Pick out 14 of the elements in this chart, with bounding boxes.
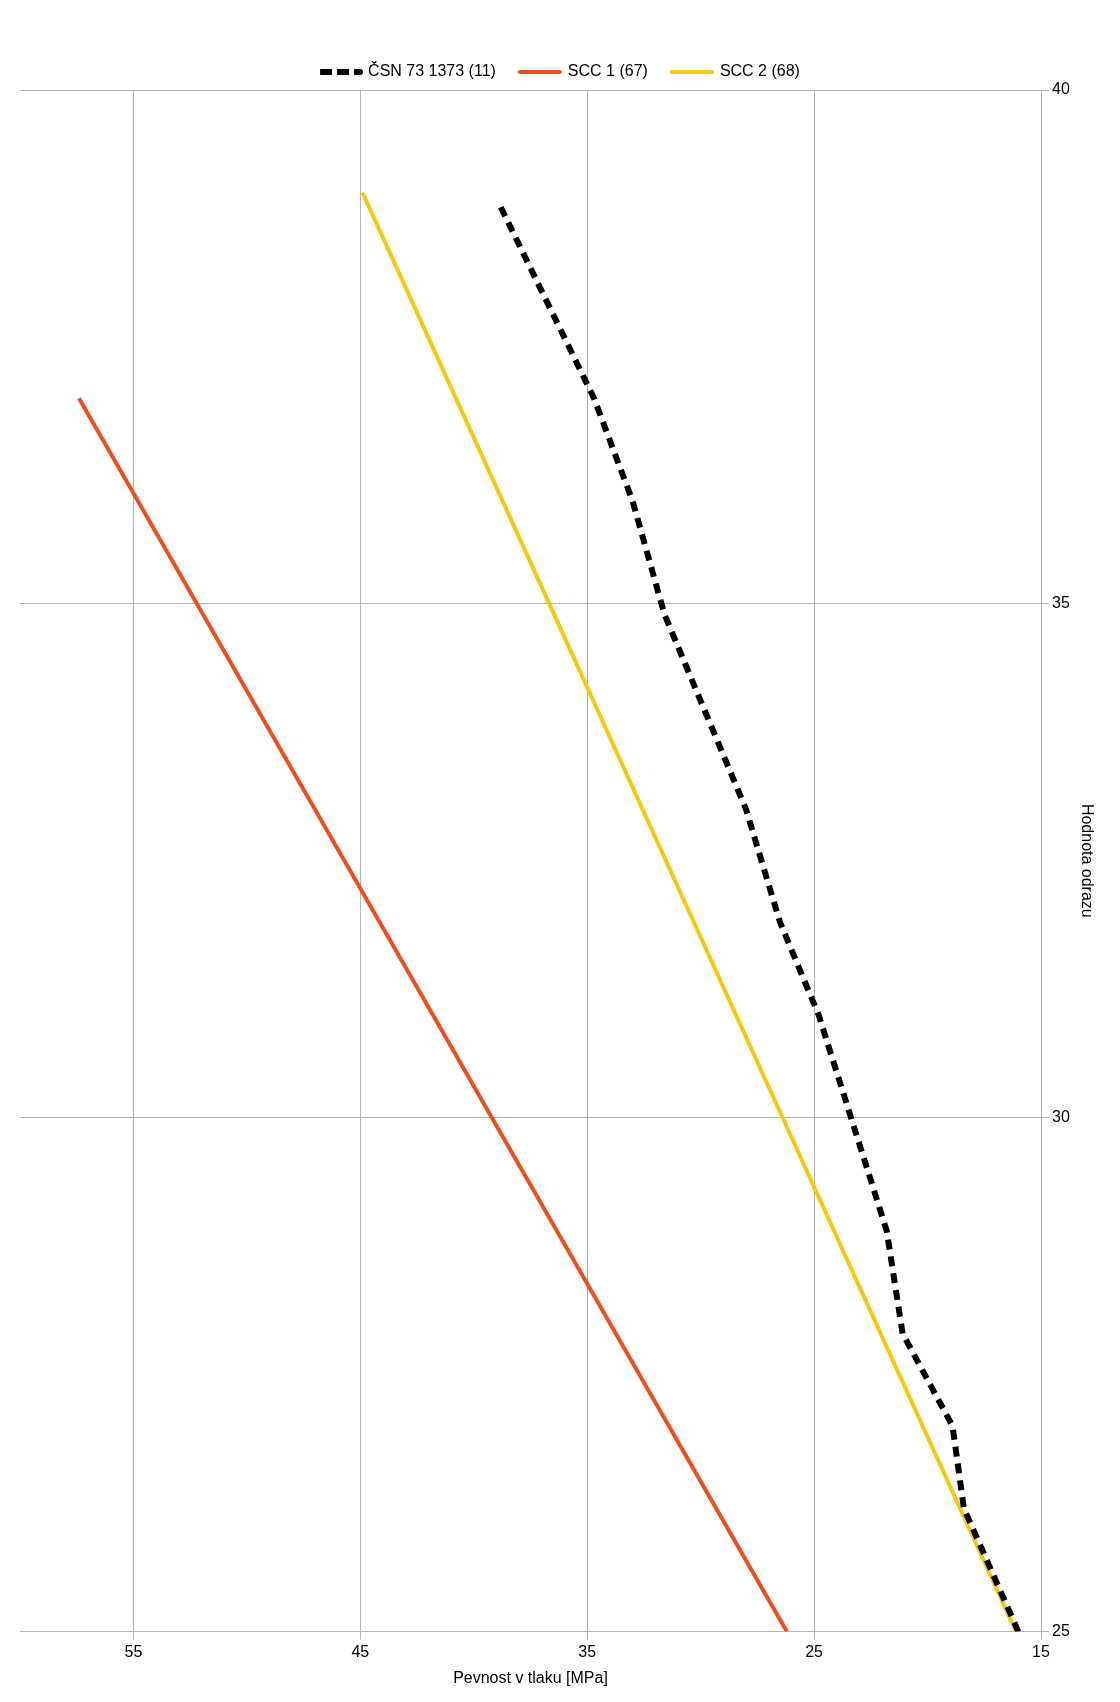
x-tick-label: 55 [124,1642,143,1660]
y-axis-title: Hodnota odrazu [1078,803,1096,918]
y-tick-label: 25 [1052,1622,1070,1640]
y-tick-label: 30 [1052,1108,1070,1126]
legend-label: ČSN 73 1373 (11) [368,61,496,80]
legend-label: SCC 2 (68) [719,62,800,80]
x-tick-label: 25 [805,1642,824,1660]
y-tick-label: 40 [1052,80,1070,98]
x-axis-title: Pevnost v tlaku [MPa] [453,1668,608,1686]
x-tick-label: 45 [351,1642,370,1660]
x-tick-label: 35 [578,1642,597,1660]
x-tick-label: 15 [1032,1642,1050,1660]
legend-label: SCC 1 (67) [567,62,648,80]
y-tick-label: 35 [1052,594,1070,612]
